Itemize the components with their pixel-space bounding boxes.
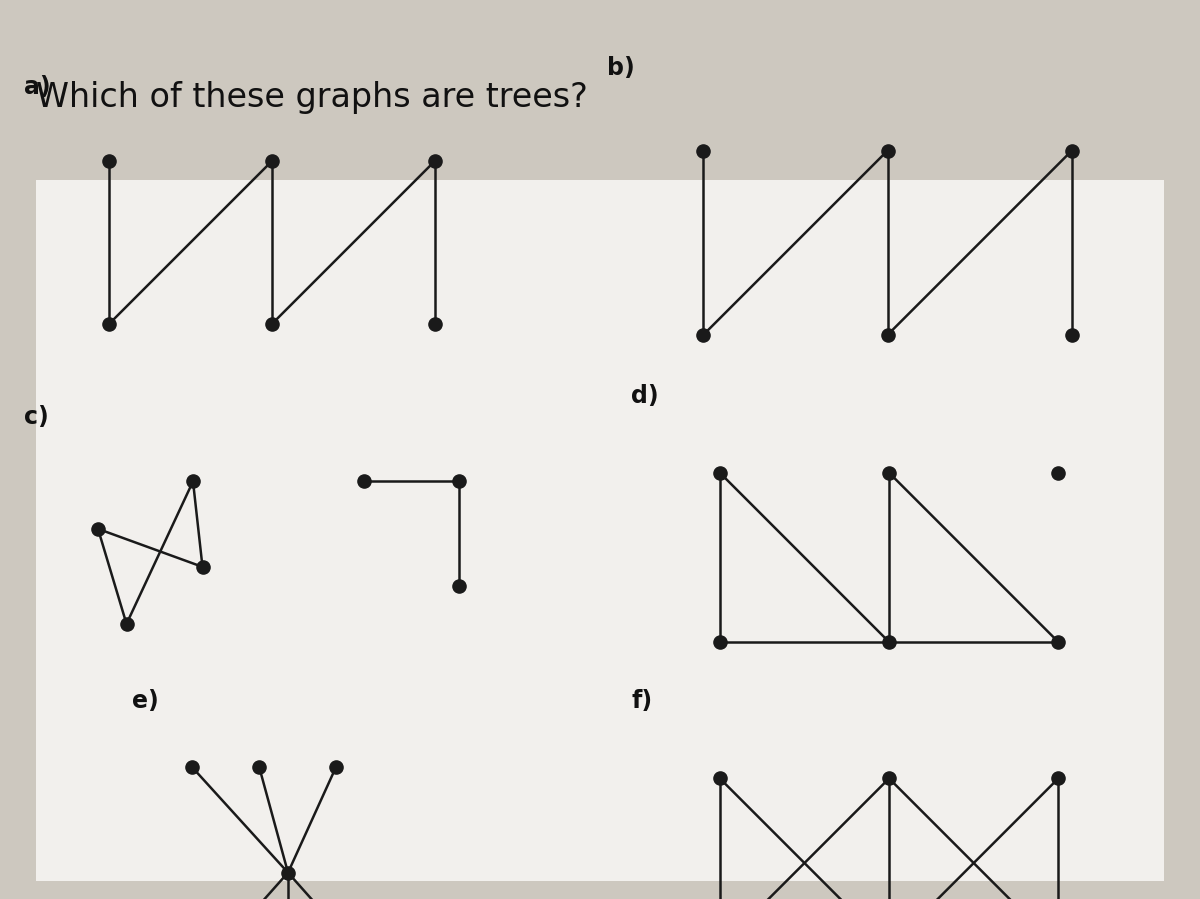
Point: [1049, 635, 1068, 649]
Point: [710, 635, 730, 649]
Point: [193, 560, 212, 574]
Text: c): c): [24, 405, 48, 429]
Point: [880, 635, 899, 649]
Point: [449, 474, 468, 488]
Point: [694, 144, 713, 158]
Point: [878, 327, 898, 342]
Point: [1062, 144, 1081, 158]
Point: [710, 466, 730, 480]
Point: [1049, 771, 1068, 786]
Point: [425, 317, 444, 332]
Point: [425, 154, 444, 168]
Point: [326, 760, 346, 774]
Point: [878, 144, 898, 158]
Text: a): a): [24, 75, 50, 99]
Text: e): e): [132, 690, 160, 714]
Point: [449, 579, 468, 593]
Point: [880, 771, 899, 786]
Text: b): b): [607, 56, 635, 80]
Text: Which of these graphs are trees?: Which of these graphs are trees?: [36, 81, 588, 114]
Text: f): f): [631, 690, 653, 714]
Point: [116, 617, 136, 631]
Point: [710, 771, 730, 786]
Point: [278, 866, 298, 880]
Point: [262, 154, 281, 168]
Point: [100, 154, 119, 168]
Bar: [36, 180, 1164, 881]
Point: [89, 521, 108, 536]
Point: [880, 466, 899, 480]
Point: [1049, 466, 1068, 480]
Point: [694, 327, 713, 342]
Point: [100, 317, 119, 332]
Text: d): d): [631, 384, 659, 408]
Point: [262, 317, 281, 332]
Point: [250, 760, 269, 774]
Point: [182, 760, 202, 774]
Point: [354, 474, 373, 488]
Point: [1062, 327, 1081, 342]
Point: [184, 474, 203, 488]
